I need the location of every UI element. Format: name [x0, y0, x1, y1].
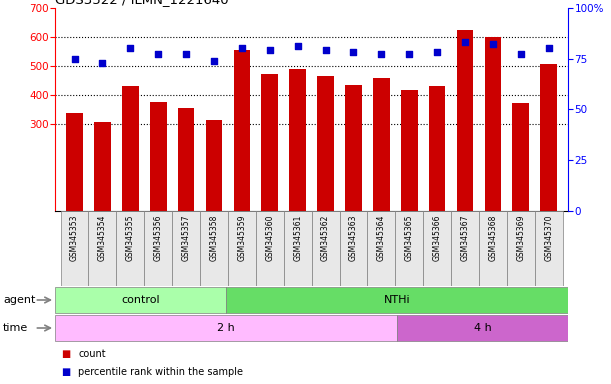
Bar	[540, 64, 557, 211]
Point	[544, 45, 554, 51]
Bar	[456, 30, 474, 211]
Bar	[233, 50, 251, 211]
Point	[376, 51, 386, 58]
Bar	[340, 211, 367, 286]
Text: GDS3522 / ILMN_1221640: GDS3522 / ILMN_1221640	[55, 0, 229, 7]
Bar	[507, 211, 535, 286]
Text: GSM345359: GSM345359	[238, 215, 246, 261]
Text: GSM345370: GSM345370	[544, 215, 553, 261]
Text: GSM345361: GSM345361	[293, 215, 302, 261]
Text: GSM345368: GSM345368	[488, 215, 497, 261]
Point	[432, 49, 442, 55]
Bar	[94, 122, 111, 211]
Bar	[66, 113, 83, 211]
Text: GSM345369: GSM345369	[516, 215, 525, 261]
Point	[460, 39, 470, 45]
Bar	[395, 211, 423, 286]
Text: GSM345353: GSM345353	[70, 215, 79, 261]
Point	[209, 58, 219, 64]
Bar	[256, 211, 284, 286]
Text: GSM345355: GSM345355	[126, 215, 135, 261]
Point	[516, 51, 525, 58]
Bar	[60, 211, 89, 286]
Bar	[312, 211, 340, 286]
Text: GSM345360: GSM345360	[265, 215, 274, 261]
Bar	[317, 76, 334, 211]
Text: agent: agent	[3, 295, 35, 305]
Point	[153, 51, 163, 58]
Bar	[150, 102, 167, 211]
Text: 4 h: 4 h	[474, 323, 492, 333]
Text: GSM345365: GSM345365	[404, 215, 414, 261]
Text: GSM345364: GSM345364	[377, 215, 386, 261]
Point	[321, 47, 331, 53]
Bar	[289, 69, 306, 211]
Point	[293, 43, 302, 50]
Bar	[451, 211, 479, 286]
Text: control: control	[121, 295, 160, 305]
Text: NTHi: NTHi	[384, 295, 411, 305]
Bar	[479, 211, 507, 286]
Bar	[200, 211, 228, 286]
Point	[404, 51, 414, 58]
Bar	[429, 86, 445, 211]
Bar	[485, 37, 501, 211]
Bar	[373, 78, 390, 211]
Text: GSM345354: GSM345354	[98, 215, 107, 261]
Bar	[144, 211, 172, 286]
Bar	[397, 315, 568, 341]
Bar	[228, 211, 256, 286]
Text: GSM345366: GSM345366	[433, 215, 442, 261]
Bar	[172, 211, 200, 286]
Text: time: time	[3, 323, 28, 333]
Bar	[535, 211, 563, 286]
Bar	[423, 211, 451, 286]
Bar	[116, 211, 144, 286]
Bar	[367, 211, 395, 286]
Bar	[178, 108, 194, 211]
Text: ■: ■	[61, 367, 70, 377]
Bar	[401, 90, 417, 211]
Point	[488, 41, 498, 47]
Text: count: count	[78, 349, 106, 359]
Bar	[55, 315, 397, 341]
Bar	[345, 84, 362, 211]
Text: ■: ■	[61, 349, 70, 359]
Bar	[226, 287, 568, 313]
Point	[181, 51, 191, 58]
Bar	[284, 211, 312, 286]
Point	[125, 45, 135, 51]
Text: GSM345357: GSM345357	[181, 215, 191, 261]
Point	[98, 60, 108, 66]
Bar	[122, 86, 139, 211]
Text: GSM345358: GSM345358	[210, 215, 219, 261]
Point	[348, 49, 358, 55]
Text: GSM345356: GSM345356	[154, 215, 163, 261]
Text: percentile rank within the sample: percentile rank within the sample	[78, 367, 243, 377]
Text: GSM345363: GSM345363	[349, 215, 358, 261]
Bar	[513, 103, 529, 211]
Point	[265, 47, 275, 53]
Bar	[89, 211, 116, 286]
Point	[237, 45, 247, 51]
Point	[70, 55, 79, 61]
Bar	[206, 120, 222, 211]
Text: GSM345367: GSM345367	[461, 215, 469, 261]
Text: 2 h: 2 h	[217, 323, 235, 333]
Text: GSM345362: GSM345362	[321, 215, 330, 261]
Bar	[55, 287, 226, 313]
Bar	[262, 74, 278, 211]
